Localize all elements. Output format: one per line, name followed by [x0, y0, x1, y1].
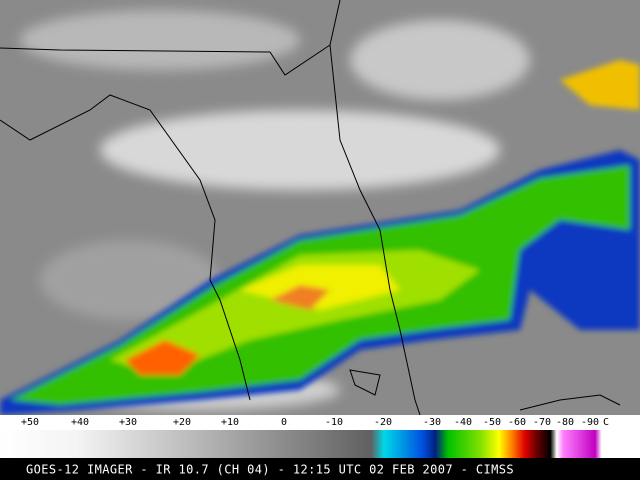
label-strip — [0, 415, 640, 430]
colorbar-label: -30 — [423, 417, 441, 428]
colorbar-labels: +50 +40 +30 +20 +10 0 -10 -20 -30 -40 -50 -60 -70 -80… — [21, 417, 609, 428]
colorbar-label: +10 — [221, 417, 239, 428]
colorbar-label: -90 — [581, 417, 599, 428]
colorbar-label: 0 — [281, 417, 287, 428]
colorbar-label: +30 — [119, 417, 137, 428]
coastlines — [0, 0, 621, 416]
colorbar-label: +20 — [173, 417, 191, 428]
colorbar-label: -50 — [483, 417, 501, 428]
colorbar-label: -80 — [556, 417, 574, 428]
colorbar-label: C — [603, 417, 609, 428]
caption: GOES-12 IMAGER - IR 10.7 (CH 04) - 12:15… — [26, 463, 514, 477]
colorbar-label: -20 — [374, 417, 392, 428]
colorbar — [0, 430, 640, 458]
storm — [0, 60, 640, 415]
colorbar-label: -40 — [454, 417, 472, 428]
colorbar-label: -10 — [325, 417, 343, 428]
colorbar-label: +40 — [71, 417, 89, 428]
caption-strip — [0, 458, 640, 480]
colorbar-label: -70 — [533, 417, 551, 428]
colorbar-label: -60 — [508, 417, 526, 428]
colorbar-label: +50 — [21, 417, 39, 428]
